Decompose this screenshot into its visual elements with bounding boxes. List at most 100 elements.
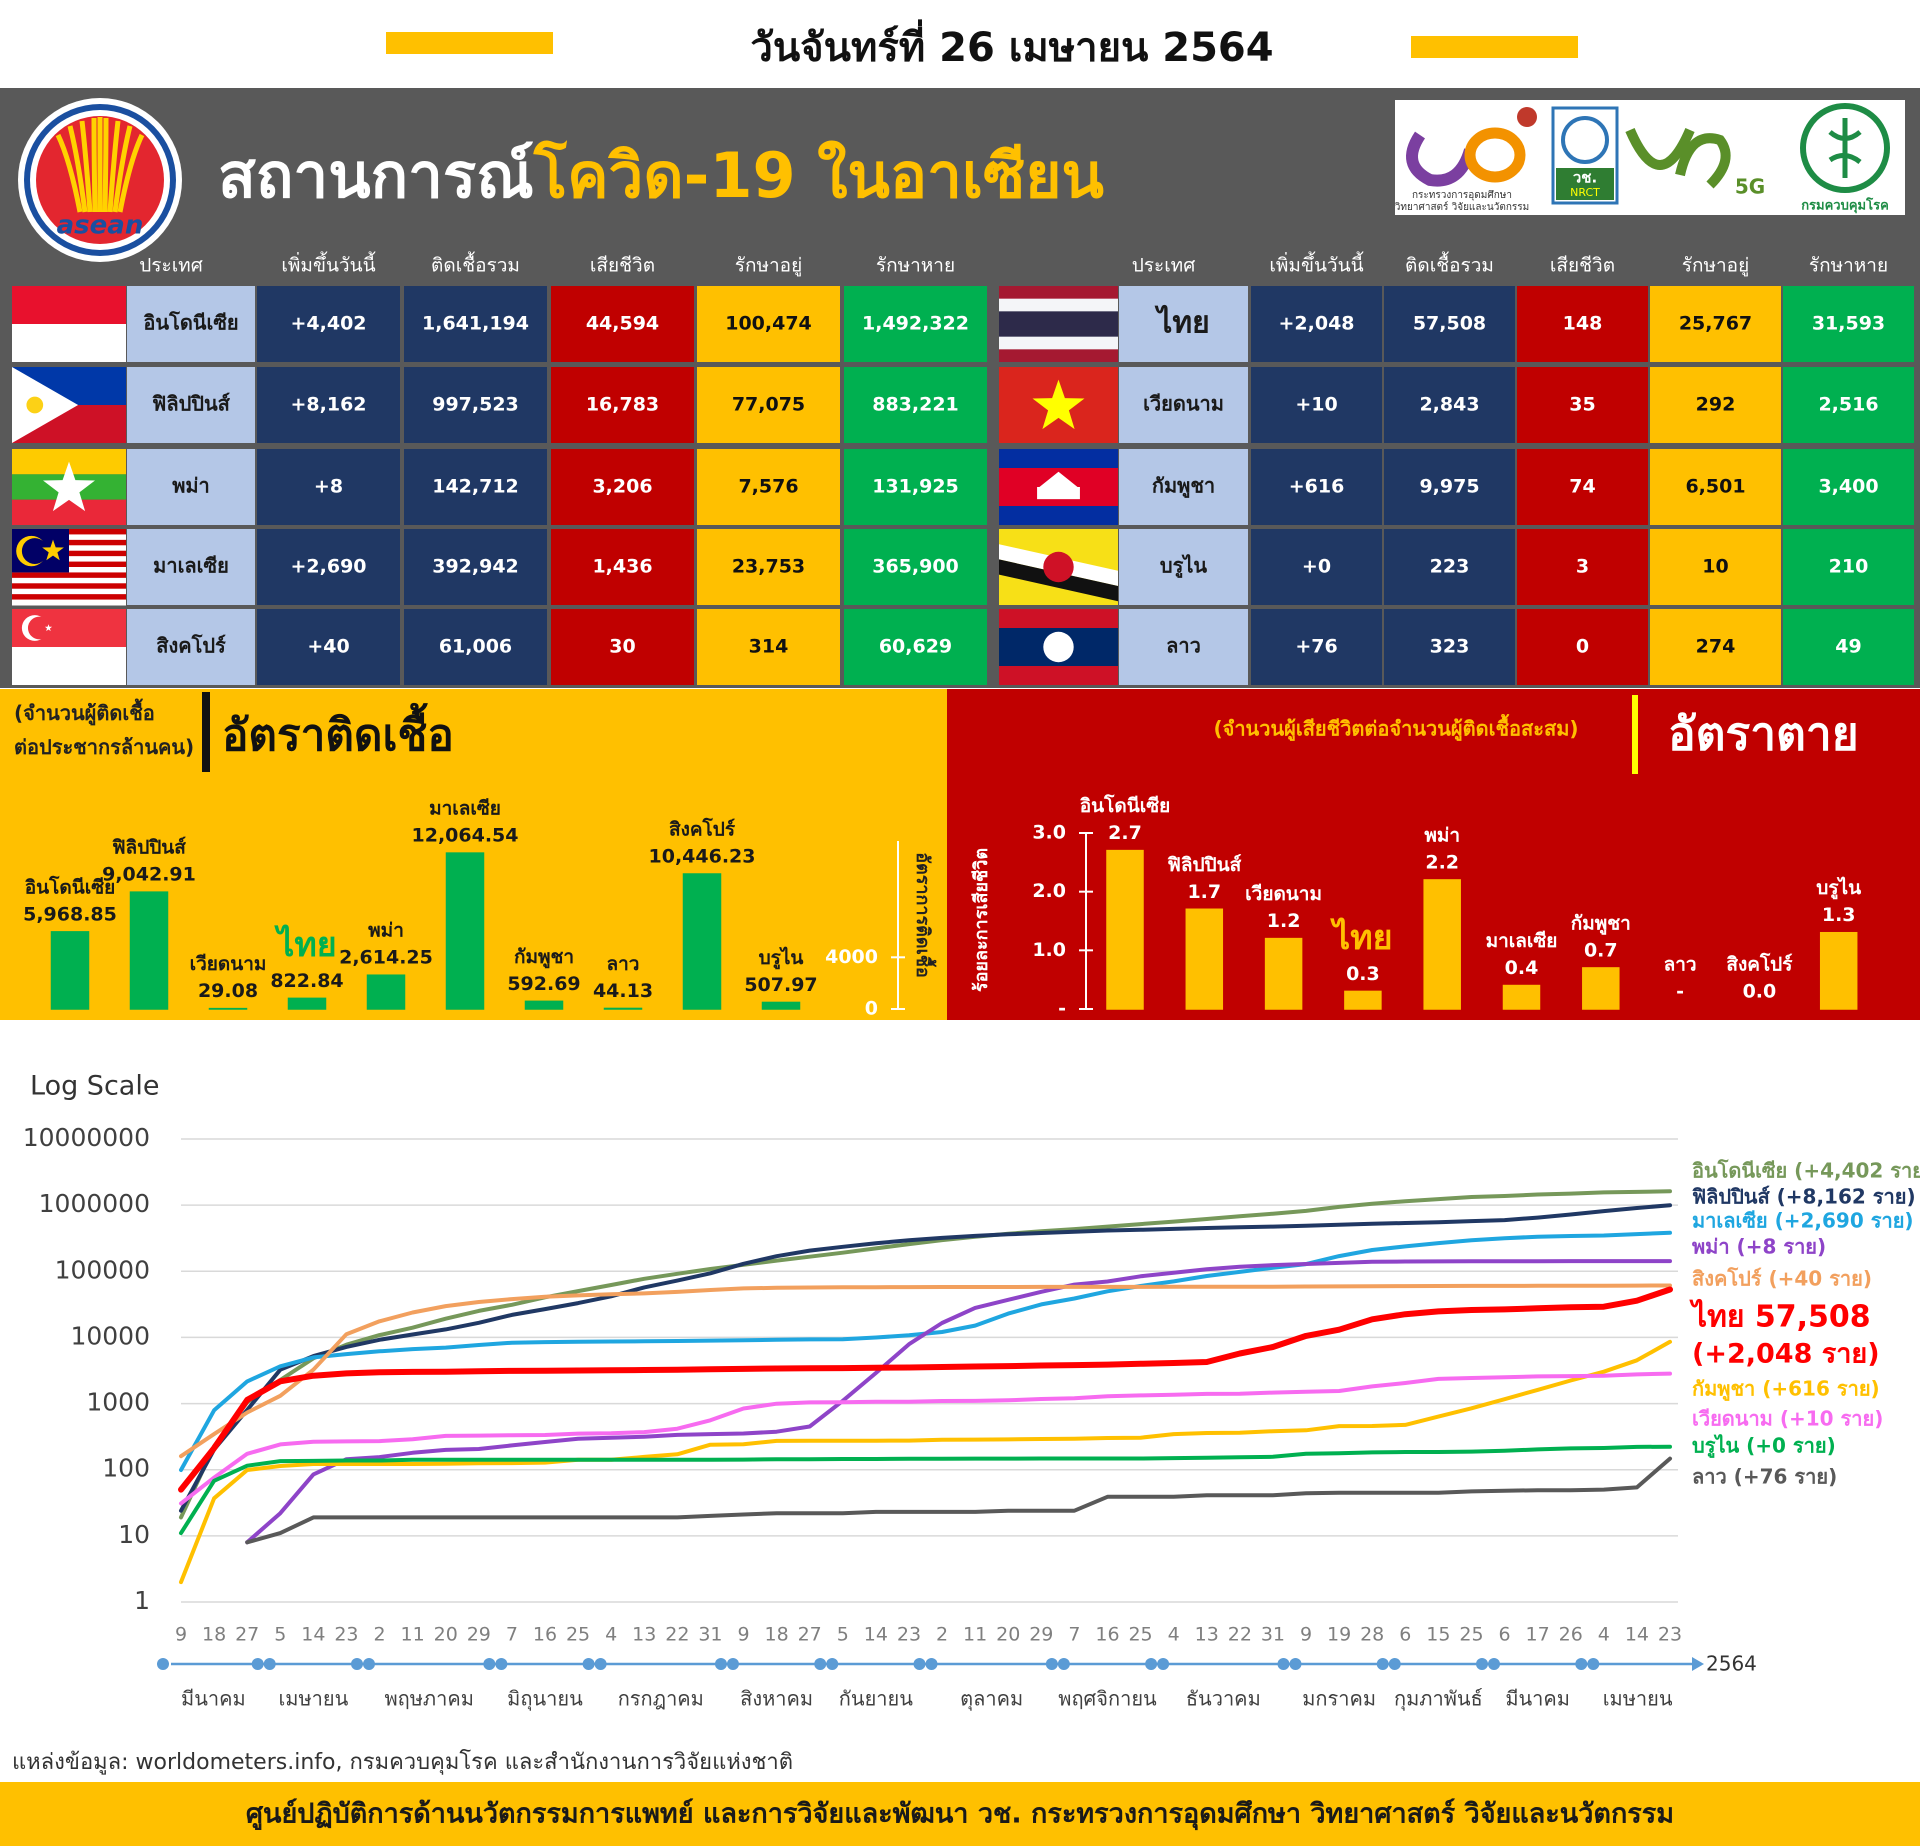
header-bar	[386, 32, 553, 54]
flag-part	[26, 396, 44, 414]
table-cell	[844, 529, 987, 605]
source: แหล่งข้อมูล: worldometers.info, กรมควบคุ…	[12, 1749, 793, 1775]
logo-text: NRCT	[1570, 186, 1600, 199]
bar	[445, 852, 485, 1010]
flag-star	[43, 461, 95, 512]
country-cell	[1119, 367, 1248, 443]
category-label: อินโดนีเซีย	[1080, 794, 1170, 817]
table-value: +2,690	[290, 556, 366, 578]
table-cell	[1517, 449, 1648, 525]
table-value: +4,402	[290, 313, 366, 335]
series-line	[179, 1230, 1672, 1472]
category-label: สิงคโปร์	[1726, 953, 1793, 976]
x-tick-label: 29	[1029, 1624, 1053, 1646]
table-value: 3,206	[592, 476, 652, 498]
table-value: 30	[609, 636, 635, 658]
column-header: ติดเชื้อรวม	[1405, 252, 1494, 277]
table-value: +8,162	[290, 394, 366, 416]
x-tick-label: 20	[996, 1624, 1020, 1646]
table-cell	[551, 449, 694, 525]
value-label: 0.3	[1346, 963, 1380, 985]
table-value: 323	[1430, 636, 1470, 658]
table-cell	[697, 529, 840, 605]
table-cell	[1251, 609, 1382, 685]
flag-part	[12, 583, 126, 590]
x-tick-label: 22	[1228, 1624, 1252, 1646]
table-cell	[551, 529, 694, 605]
country-cell	[1119, 609, 1248, 685]
table-cell	[1650, 286, 1781, 362]
value-label: 10,446.23	[649, 846, 756, 868]
country-cell	[127, 367, 255, 443]
value-label: 592.69	[507, 973, 580, 995]
timeline-dot	[1277, 1658, 1290, 1670]
table-value: 0	[1576, 636, 1589, 658]
logo-5g: 5G	[1625, 128, 1765, 199]
category-label: บรูไน	[759, 946, 804, 970]
series-line	[179, 1339, 1672, 1585]
category-label: กัมพูชา	[514, 946, 574, 969]
bar	[1819, 931, 1858, 1010]
category-label: มาเลเซีย	[1486, 930, 1558, 952]
month-label: ธันวาคม	[1186, 1687, 1261, 1711]
value-label: 2.7	[1108, 822, 1142, 844]
timeline-dot	[826, 1658, 839, 1670]
table-cell	[257, 609, 400, 685]
timeline-dot	[814, 1658, 827, 1670]
x-tick-label: 23	[897, 1624, 921, 1646]
month-label: มีนาคม	[181, 1687, 246, 1711]
table-cell	[1384, 367, 1515, 443]
panel-subtitle: (จำนวนผู้เสียชีวิตต่อจำนวนผู้ติดเชื้อสะส…	[1213, 714, 1578, 743]
category-label: สิงคโปร์	[669, 818, 736, 841]
x-tick-label: 14	[864, 1624, 888, 1646]
legend-label: ไทย 57,508	[1689, 1299, 1871, 1335]
panel-title: อัตราติดเชื้อ	[222, 702, 454, 761]
table-cell	[844, 609, 987, 685]
x-tick-label: 22	[665, 1624, 689, 1646]
bar	[1106, 849, 1144, 1010]
x-tick-label: 19	[1327, 1624, 1351, 1646]
panel-title: อัตราตาย	[1668, 707, 1859, 761]
flag-part	[12, 647, 126, 685]
country-cell	[1119, 286, 1248, 362]
timeline-dot	[350, 1658, 363, 1670]
month-label: มีนาคม	[1505, 1687, 1570, 1711]
y-tick-label: 100000	[55, 1255, 150, 1284]
timeline-dot	[582, 1658, 595, 1670]
value-label: 29.08	[198, 980, 258, 1002]
legend-label: เวียดนาม (+10 ราย)	[1692, 1407, 1883, 1431]
table-value: 49	[1835, 636, 1861, 658]
x-tick-label: 29	[467, 1624, 491, 1646]
table-cell	[404, 609, 547, 685]
category-label: มาเลเซีย	[429, 798, 501, 820]
bar	[1502, 984, 1541, 1010]
category-label: ไทย	[1330, 917, 1392, 958]
legend-label: สิงคโปร์ (+40 ราย)	[1692, 1267, 1872, 1291]
legend-label: อินโดนีเซีย (+4,402 ราย)	[1692, 1159, 1920, 1183]
value-label: 507.97	[744, 974, 817, 996]
category-label: กัมพูชา	[1571, 912, 1631, 935]
logo-text: วช.	[1573, 169, 1597, 187]
value-label: 44.13	[593, 980, 653, 1002]
legend-note: (+2,048 ราย)	[1692, 1339, 1880, 1370]
x-tick-label: 23	[334, 1624, 358, 1646]
x-tick-label: 11	[963, 1624, 987, 1646]
timeline-dot	[1476, 1658, 1489, 1670]
table-value: +40	[307, 636, 349, 658]
series-line	[179, 1444, 1672, 1536]
timeline-dot	[925, 1658, 938, 1670]
table-cell	[1650, 367, 1781, 443]
flag-part	[12, 324, 126, 362]
timeline-dot	[714, 1658, 727, 1670]
table-cell	[697, 286, 840, 362]
flag-part	[27, 616, 51, 640]
logo-ddc: กรมควบคุมโรค	[1800, 103, 1890, 214]
table-cell	[844, 367, 987, 443]
x-tick-label: 18	[202, 1624, 226, 1646]
table-cell	[1517, 367, 1648, 443]
flag-part	[12, 588, 126, 595]
table-value: 292	[1696, 394, 1736, 416]
y-tick-label: 100	[102, 1454, 150, 1483]
country-name: เวียดนาม	[1143, 392, 1224, 416]
